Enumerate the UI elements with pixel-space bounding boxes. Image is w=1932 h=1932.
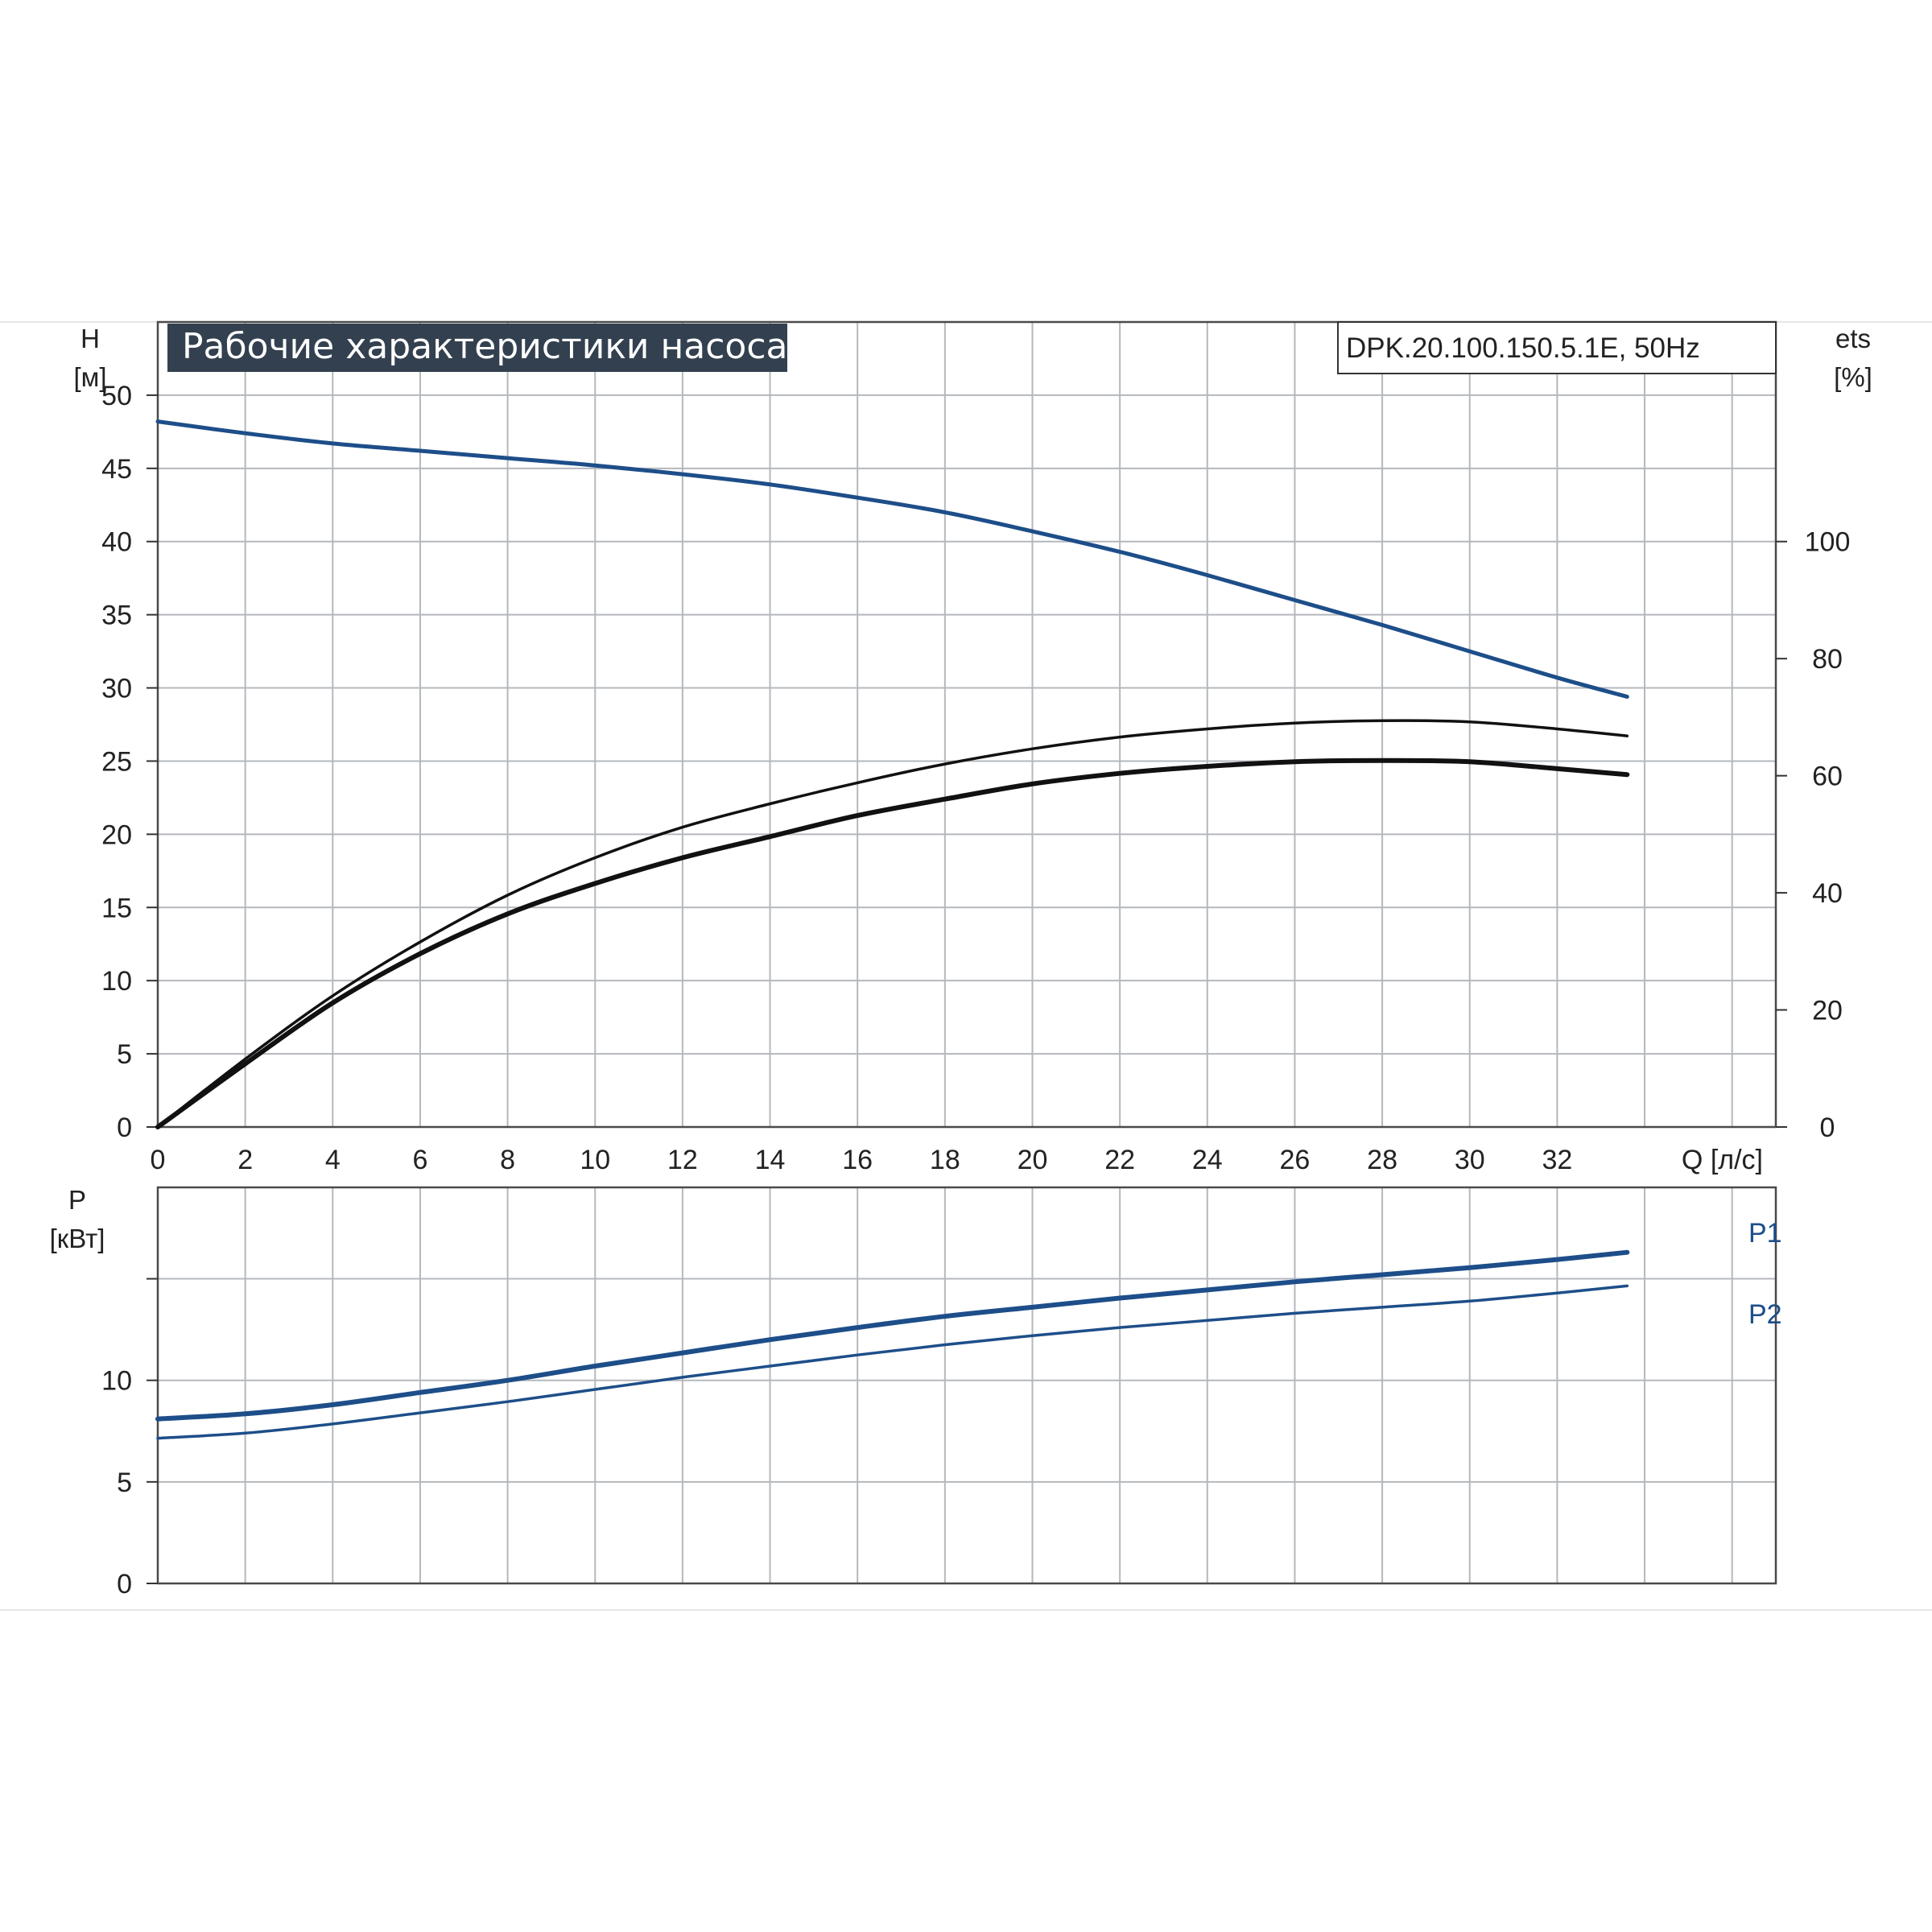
y-tick-label: 40 [101, 527, 132, 558]
p-tick-label: 5 [117, 1468, 132, 1498]
head-curve [155, 419, 1629, 699]
y2-axis-unit: [%] [1834, 362, 1872, 392]
y2-tick-label: 40 [1812, 878, 1843, 909]
y-tick-label: 45 [101, 454, 132, 485]
series-label-p1: P1 [1748, 1218, 1782, 1249]
series-label-p2: P2 [1748, 1299, 1782, 1330]
y2-axis-label: ets [1835, 324, 1871, 353]
y2-tick-label: 60 [1812, 762, 1843, 792]
x-tick-label: 8 [500, 1145, 515, 1175]
x-tick-label: 20 [1018, 1145, 1048, 1175]
x-tick-label: 32 [1542, 1145, 1572, 1175]
x-tick-label: 30 [1455, 1145, 1485, 1175]
power-axis-label: P [68, 1185, 86, 1215]
x-tick-label: 24 [1192, 1145, 1223, 1175]
y-tick-label: 10 [101, 966, 132, 997]
y-tick-label: 0 [117, 1113, 132, 1143]
y-axis-unit: [м] [73, 362, 106, 392]
efficiency-curve-1 [156, 719, 1629, 1129]
x-tick-label: 18 [930, 1145, 960, 1175]
y2-tick-label: 80 [1812, 644, 1843, 675]
y-tick-label: 20 [101, 819, 132, 850]
lower-tick-labels: 0 5 10 [101, 1278, 158, 1600]
upper-grid [158, 321, 1776, 1127]
model-label: DPK.20.100.150.5.1E, 50Hz [1346, 332, 1700, 364]
y2-tick-label: 0 [1820, 1113, 1835, 1143]
y-tick-label: 15 [101, 893, 132, 923]
x-tick-label: 10 [580, 1145, 610, 1175]
chart-title-box [167, 324, 787, 372]
model-label-box [1337, 321, 1777, 374]
x-tick-label: 2 [237, 1145, 253, 1175]
x-tick-label: 22 [1104, 1145, 1135, 1175]
chart-title: Рабочие характеристики насоса [182, 326, 787, 367]
x-tick-label: 4 [325, 1145, 341, 1175]
power-axis-unit: [кВт] [50, 1224, 105, 1253]
y-axis-label: H [80, 324, 100, 353]
lower-plot-frame [156, 1186, 1777, 1585]
upper-curves [155, 419, 1630, 1129]
x-tick-label: 6 [412, 1145, 427, 1175]
p2-curve [156, 1284, 1629, 1440]
upper-plot-frame [156, 320, 1777, 1129]
x-tick-label: 0 [151, 1145, 166, 1175]
y2-tick-label: 20 [1812, 996, 1843, 1026]
p-tick-label: 0 [117, 1569, 132, 1600]
y-tick-label: 35 [101, 601, 132, 631]
y-tick-label: 25 [101, 746, 132, 777]
p1-curve [155, 1249, 1630, 1422]
upper-tick-labels: 0 2 4 6 8 10 12 14 16 18 20 22 24 26 28 30 3205101520253… [101, 381, 1850, 1175]
x-tick-label: 14 [755, 1145, 786, 1175]
x-tick-label: 12 [667, 1145, 698, 1175]
p-tick-label: 10 [101, 1366, 132, 1397]
y2-tick-label: 100 [1805, 527, 1851, 558]
x-tick-label: 28 [1367, 1145, 1397, 1175]
y-tick-label: 5 [117, 1039, 132, 1070]
efficiency-curve-2 [155, 758, 1630, 1129]
x-axis-label: Q [л/с] [1682, 1145, 1763, 1175]
lower-grid [158, 1187, 1776, 1583]
lower-curves [155, 1249, 1630, 1440]
y-tick-label: 30 [101, 674, 132, 704]
x-tick-label: 26 [1280, 1145, 1311, 1175]
x-tick-label: 16 [842, 1145, 873, 1175]
y-tick-label: 50 [101, 381, 132, 411]
